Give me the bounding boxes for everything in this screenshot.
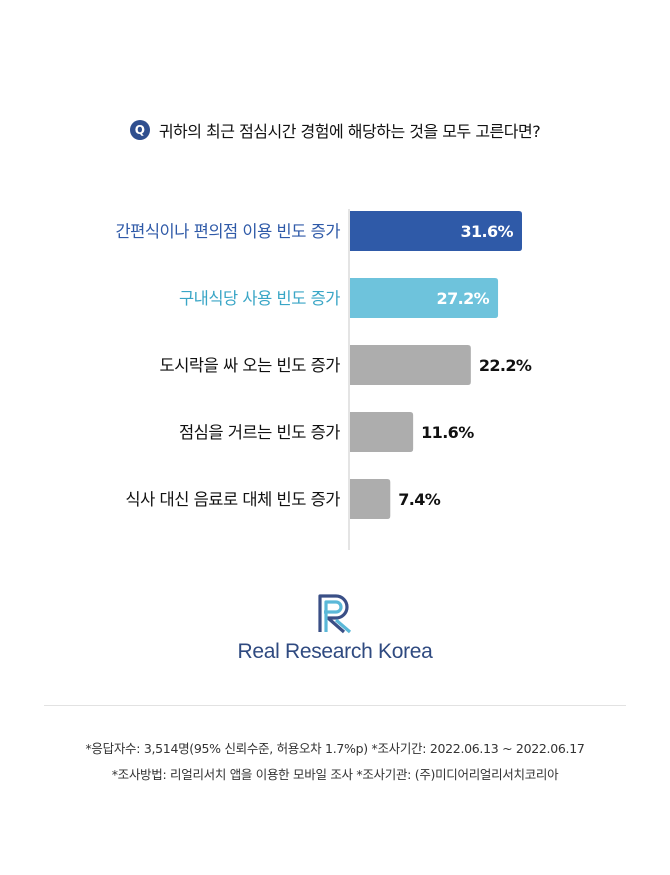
brand-name: Real Research Korea: [237, 640, 433, 663]
bar: [350, 278, 499, 318]
category-label: 점심을 거르는 빈도 증가: [179, 423, 340, 442]
bar: [350, 211, 522, 251]
data-label: 22.2%: [479, 356, 532, 375]
footer-divider: [44, 705, 626, 706]
data-label: 7.4%: [398, 490, 441, 509]
category-label: 도시락을 싸 오는 빈도 증가: [160, 356, 341, 375]
question-header: Q 귀하의 최근 점심시간 경험에 해당하는 것을 모두 고른다면?: [0, 118, 670, 142]
category-label: 간편식이나 편의점 이용 빈도 증가: [116, 222, 341, 241]
data-label: 27.2%: [437, 289, 490, 308]
bar: [350, 345, 471, 385]
footnote-method-agency: *조사방법: 리얼리서치 앱을 이용한 모바일 조사 *조사기관: (주)미디어…: [111, 767, 559, 782]
bar-chart: 간편식이나 편의점 이용 빈도 증가 31.6% 구내식당 사용 빈도 증가 27.2…: [116, 209, 533, 550]
data-label: 11.6%: [421, 423, 474, 442]
category-label: 구내식당 사용 빈도 증가: [179, 289, 340, 308]
category-label: 식사 대신 음료로 대체 빈도 증가: [125, 490, 340, 509]
question-text: 귀하의 최근 점심시간 경험에 해당하는 것을 모두 고른다면?: [158, 122, 541, 141]
data-label: 31.6%: [460, 222, 513, 241]
q-badge-icon: Q: [129, 120, 150, 140]
brand-logo: Real Research Korea: [0, 592, 670, 664]
bar: [350, 479, 391, 519]
rr-logo-icon: [318, 594, 352, 634]
footnote-sample-period: *응답자수: 3,514명(95% 신뢰수준, 허용오차 1.7%p) *조사기…: [85, 741, 585, 756]
bar: [350, 412, 414, 452]
